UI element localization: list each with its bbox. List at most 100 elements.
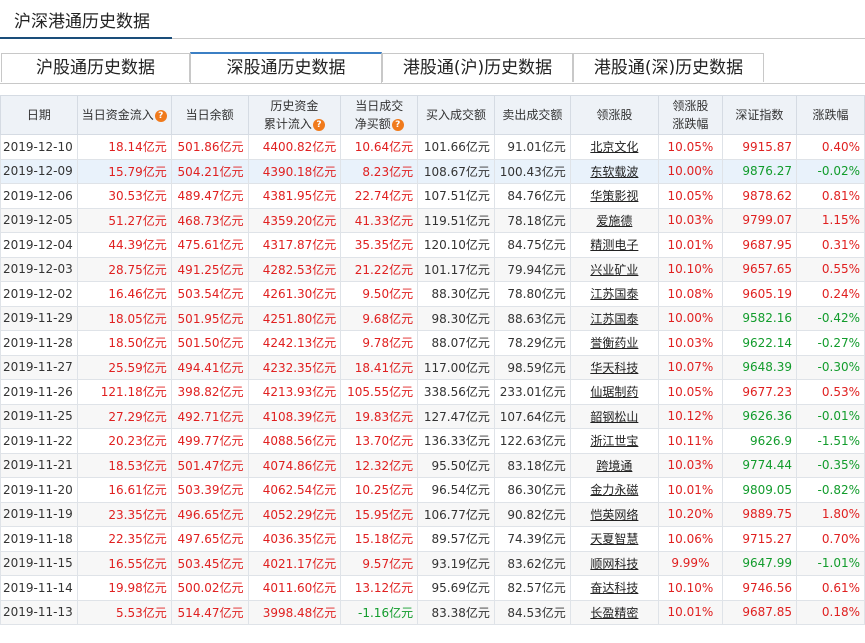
cell-leading-stock[interactable]: 北京文化: [569, 134, 659, 160]
cell-sz-index: 9889.75: [721, 501, 797, 527]
cell-sz-index: 9648.39: [721, 354, 797, 380]
cell-change: -1.51%: [795, 428, 865, 454]
stock-link[interactable]: 北京文化: [590, 140, 639, 155]
cell-leading-stock[interactable]: 精测电子: [569, 232, 659, 258]
table-row[interactable]: 2019-12-10 18.14亿元 501.86亿元 4400.82亿元 10.64亿…: [0, 134, 865, 160]
cell-leading-stock[interactable]: 仙琚制药: [569, 379, 659, 405]
table-row[interactable]: 2019-11-22 20.23亿元 499.77亿元 4088.56亿元 13.70亿…: [0, 428, 865, 454]
stock-link[interactable]: 江苏国泰: [590, 311, 639, 326]
stock-link[interactable]: 顺网科技: [590, 556, 639, 571]
stock-link[interactable]: 恺英网络: [590, 507, 639, 522]
stock-link[interactable]: 长盈精密: [590, 605, 639, 620]
table-row[interactable]: 2019-11-18 22.35亿元 497.65亿元 4036.35亿元 15.18亿…: [0, 526, 865, 552]
col-date[interactable]: 日期: [0, 95, 78, 135]
cell-leading-stock[interactable]: 浙江世宝: [569, 428, 659, 454]
stock-link[interactable]: 兴业矿业: [590, 262, 639, 277]
cell-sz-index: 9809.05: [721, 477, 797, 503]
stock-link[interactable]: 江苏国泰: [590, 287, 639, 302]
cell-inflow: 22.35亿元: [76, 526, 172, 552]
stock-link[interactable]: 誉衡药业: [590, 336, 639, 351]
cell-leading-stock[interactable]: 天夏智慧: [569, 526, 659, 552]
cell-leading-stock[interactable]: 江苏国泰: [569, 281, 659, 307]
table-row[interactable]: 2019-11-29 18.05亿元 501.95亿元 4251.80亿元 9.68亿元…: [0, 305, 865, 331]
cell-balance: 468.73亿元: [170, 207, 249, 233]
cell-sell-amount: 78.29亿元: [493, 330, 571, 356]
cell-leader-change: 10.12%: [657, 403, 723, 429]
col-balance[interactable]: 当日余额: [170, 95, 249, 135]
table-row[interactable]: 2019-11-14 19.98亿元 500.02亿元 4011.60亿元 13.12亿…: [0, 575, 865, 601]
table-row[interactable]: 2019-12-02 16.46亿元 503.54亿元 4261.30亿元 9.50亿元…: [0, 281, 865, 307]
col-inflow[interactable]: 当日资金流入?: [76, 95, 172, 135]
cell-buy-amount: 108.67亿元: [417, 158, 495, 184]
tab-bar: 沪股通历史数据 深股通历史数据 港股通(沪)历史数据 港股通(深)历史数据: [0, 52, 865, 84]
table-row[interactable]: 2019-11-27 25.59亿元 494.41亿元 4232.35亿元 18.41亿…: [0, 354, 865, 380]
table-row[interactable]: 2019-12-09 15.79亿元 504.21亿元 4390.18亿元 8.23亿元…: [0, 158, 865, 184]
cell-leading-stock[interactable]: 华天科技: [569, 354, 659, 380]
table-row[interactable]: 2019-12-06 30.53亿元 489.47亿元 4381.95亿元 22.74亿…: [0, 183, 865, 209]
table-row[interactable]: 2019-11-21 18.53亿元 501.47亿元 4074.86亿元 12.32亿…: [0, 452, 865, 478]
cell-leader-change: 10.01%: [657, 477, 723, 503]
help-icon[interactable]: ?: [154, 110, 167, 122]
cell-cumulative-inflow: 4036.35亿元: [247, 526, 342, 552]
stock-link[interactable]: 爱施德: [596, 213, 633, 228]
cell-leading-stock[interactable]: 华策影视: [569, 183, 659, 209]
tab-hk-sz-connect[interactable]: 深股通历史数据: [190, 52, 382, 83]
cell-leading-stock[interactable]: 长盈精密: [569, 599, 659, 625]
table-row[interactable]: 2019-12-03 28.75亿元 491.25亿元 4282.53亿元 21.22亿…: [0, 256, 865, 282]
col-sz-index[interactable]: 深证指数: [721, 95, 797, 135]
table-row[interactable]: 2019-12-04 44.39亿元 475.61亿元 4317.87亿元 35.35亿…: [0, 232, 865, 258]
cell-sell-amount: 88.63亿元: [493, 305, 571, 331]
tab-hk-sh-connect[interactable]: 沪股通历史数据: [1, 53, 190, 82]
cell-inflow: 51.27亿元: [76, 207, 172, 233]
stock-link[interactable]: 浙江世宝: [590, 434, 639, 449]
cell-balance: 475.61亿元: [170, 232, 249, 258]
stock-link[interactable]: 仙琚制药: [590, 385, 639, 400]
table-row[interactable]: 2019-11-15 16.55亿元 503.45亿元 4021.17亿元 9.57亿元…: [0, 550, 865, 576]
stock-link[interactable]: 精测电子: [590, 238, 639, 253]
tab-sz-hk-connect[interactable]: 港股通(深)历史数据: [573, 53, 764, 82]
cell-balance: 489.47亿元: [170, 183, 249, 209]
stock-link[interactable]: 华策影视: [590, 189, 639, 204]
stock-link[interactable]: 奋达科技: [590, 581, 639, 596]
cell-balance: 497.65亿元: [170, 526, 249, 552]
tab-sh-hk-connect[interactable]: 港股通(沪)历史数据: [382, 53, 573, 82]
cell-leading-stock[interactable]: 金力永磁: [569, 477, 659, 503]
stock-link[interactable]: 东软载波: [590, 164, 639, 179]
col-sell-amount[interactable]: 卖出成交额: [493, 95, 571, 135]
cell-buy-amount: 96.54亿元: [417, 477, 495, 503]
cell-leading-stock[interactable]: 江苏国泰: [569, 305, 659, 331]
cell-leading-stock[interactable]: 兴业矿业: [569, 256, 659, 282]
cell-leading-stock[interactable]: 恺英网络: [569, 501, 659, 527]
help-icon[interactable]: ?: [391, 119, 404, 131]
table-row[interactable]: 2019-12-05 51.27亿元 468.73亿元 4359.20亿元 41.33亿…: [0, 207, 865, 233]
table-row[interactable]: 2019-11-25 27.29亿元 492.71亿元 4108.39亿元 19.83亿…: [0, 403, 865, 429]
col-change[interactable]: 涨跌幅: [795, 95, 865, 135]
cell-sz-index: 9687.95: [721, 232, 797, 258]
cell-leading-stock[interactable]: 爱施德: [569, 207, 659, 233]
col-net-buy[interactable]: 当日成交 净买额?: [340, 95, 419, 135]
table-row[interactable]: 2019-11-20 16.61亿元 503.39亿元 4062.54亿元 10.25亿…: [0, 477, 865, 503]
col-leading-stock[interactable]: 领涨股: [569, 95, 659, 135]
table-row[interactable]: 2019-11-19 23.35亿元 496.65亿元 4052.29亿元 15.95亿…: [0, 501, 865, 527]
cell-leading-stock[interactable]: 誉衡药业: [569, 330, 659, 356]
table-row[interactable]: 2019-11-26 121.18亿元 398.82亿元 4213.93亿元 105.5…: [0, 379, 865, 405]
cell-leading-stock[interactable]: 顺网科技: [569, 550, 659, 576]
cell-leading-stock[interactable]: 奋达科技: [569, 575, 659, 601]
cell-leading-stock[interactable]: 跨境通: [569, 452, 659, 478]
stock-link[interactable]: 韶钢松山: [590, 409, 639, 424]
cell-leading-stock[interactable]: 东软载波: [569, 158, 659, 184]
col-leader-change[interactable]: 领涨股 涨跌幅: [657, 95, 723, 135]
cell-sell-amount: 98.59亿元: [493, 354, 571, 380]
col-buy-amount[interactable]: 买入成交额: [417, 95, 495, 135]
table-row[interactable]: 2019-11-13 5.53亿元 514.47亿元 3998.48亿元 -1.16亿元…: [0, 599, 865, 625]
stock-link[interactable]: 跨境通: [596, 458, 633, 473]
stock-link[interactable]: 华天科技: [590, 360, 639, 375]
stock-link[interactable]: 金力永磁: [590, 483, 639, 498]
cell-leading-stock[interactable]: 韶钢松山: [569, 403, 659, 429]
table-row[interactable]: 2019-11-28 18.50亿元 501.50亿元 4242.13亿元 9.78亿元…: [0, 330, 865, 356]
help-icon[interactable]: ?: [312, 119, 325, 131]
cell-buy-amount: 93.19亿元: [417, 550, 495, 576]
cell-sell-amount: 78.80亿元: [493, 281, 571, 307]
col-cumulative-inflow[interactable]: 历史资金 累计流入?: [247, 95, 342, 135]
stock-link[interactable]: 天夏智慧: [590, 532, 639, 547]
